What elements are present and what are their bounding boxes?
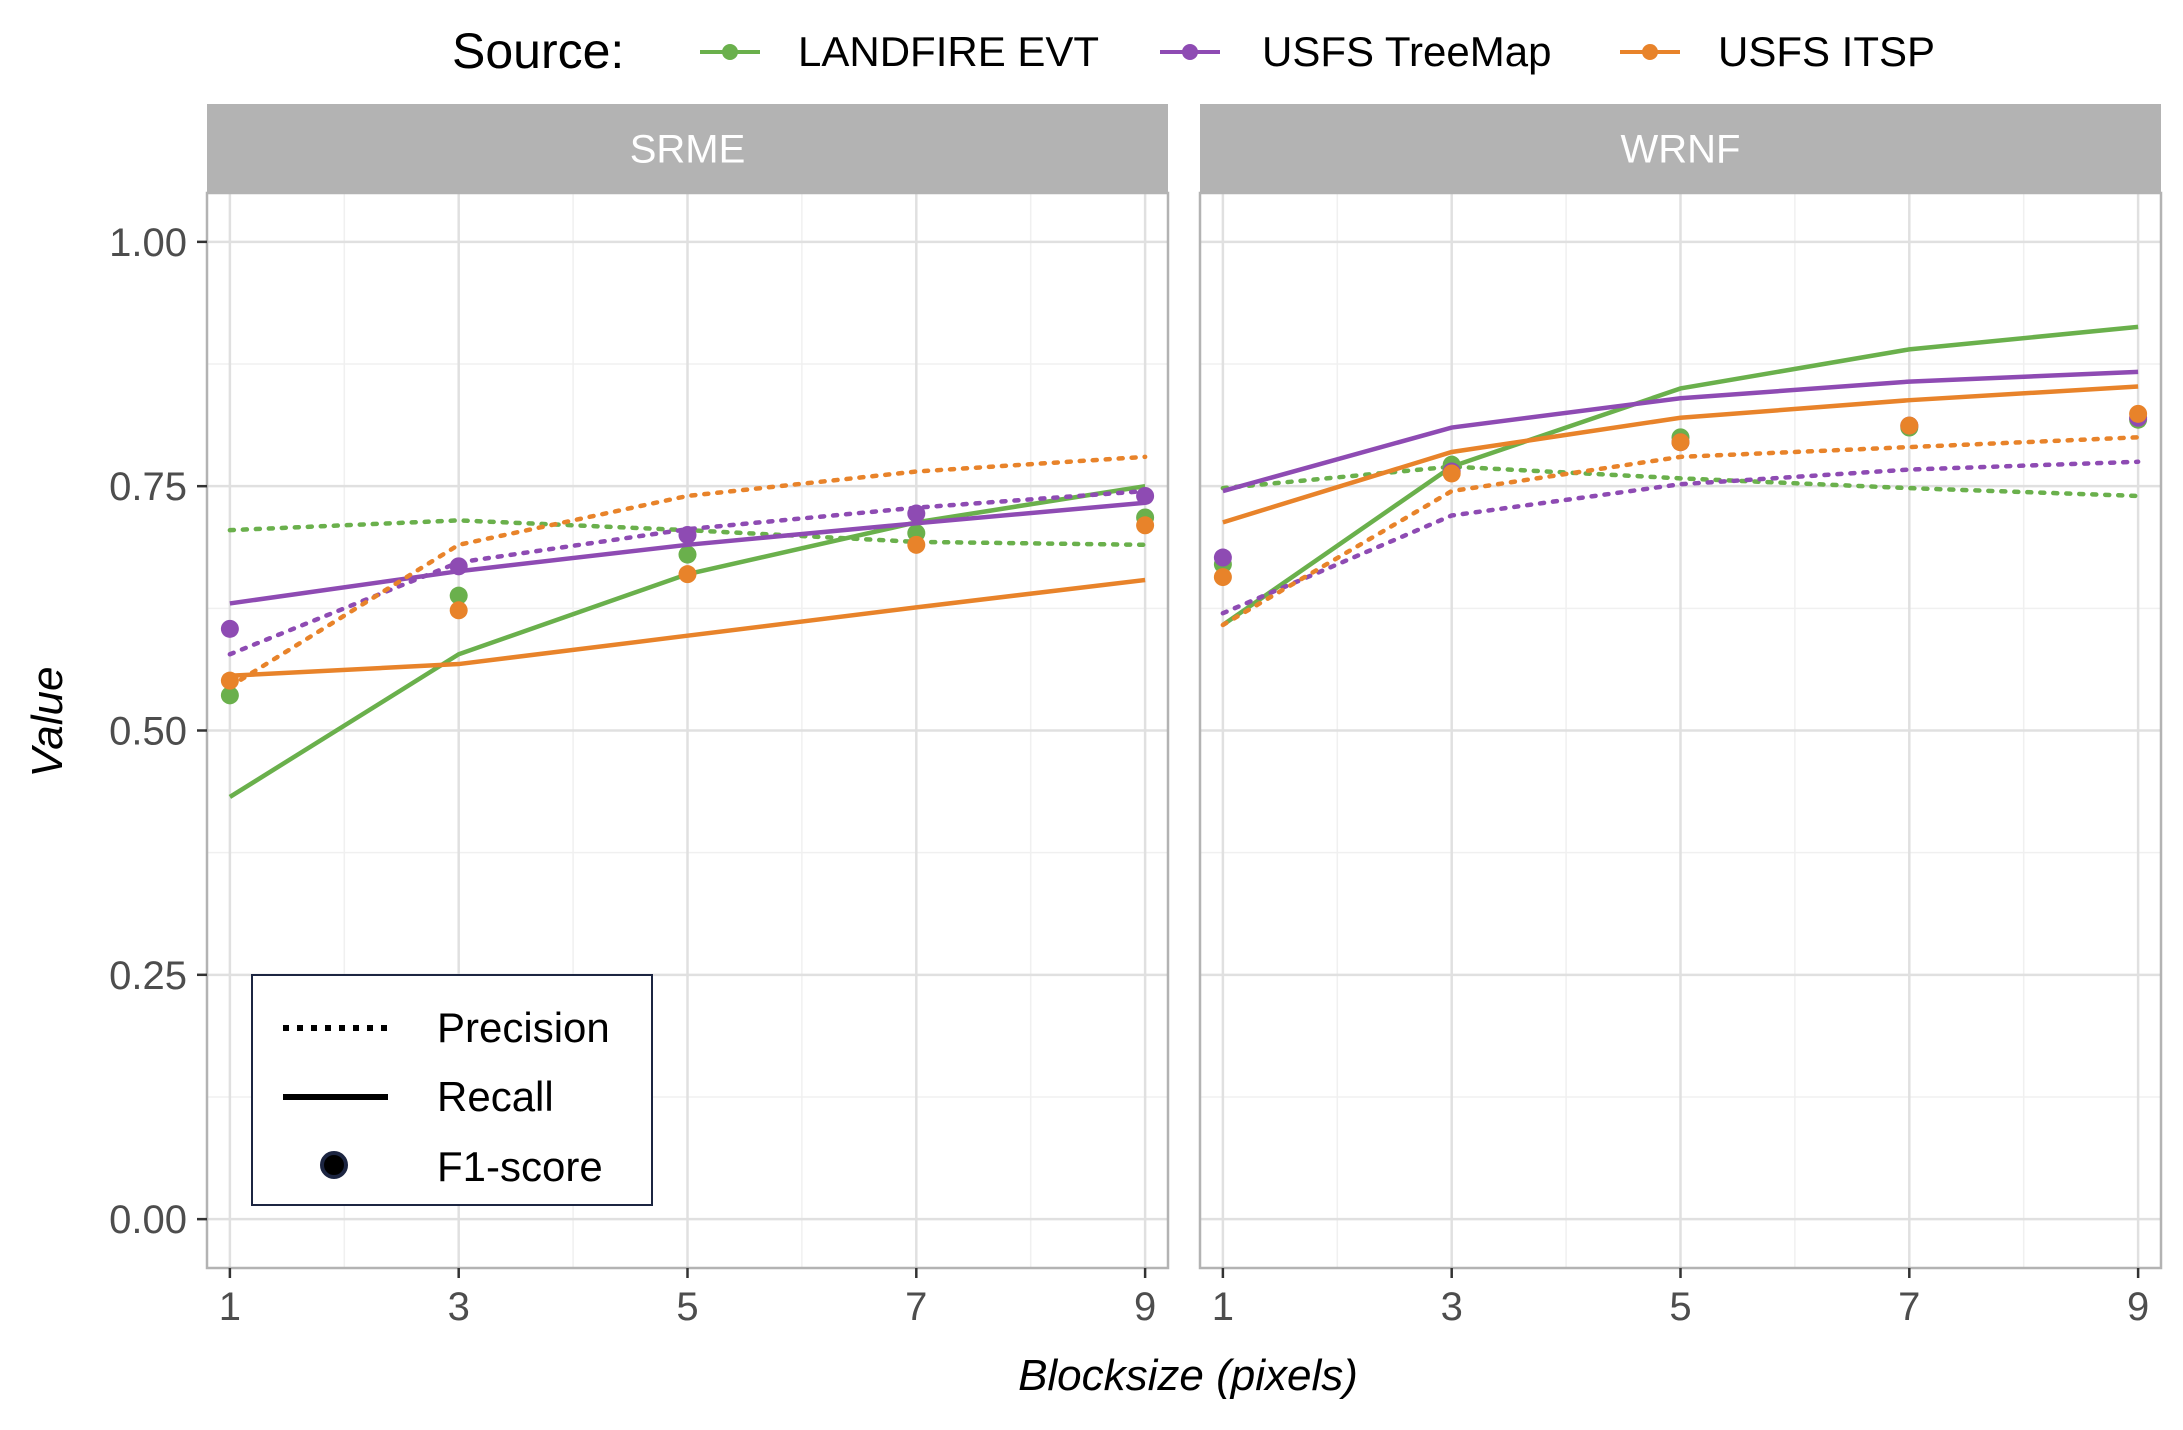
panel-wrnf: WRNF 1 3 5 7 9 (1198, 104, 2163, 1329)
x-tick-label: 3 (448, 1285, 470, 1329)
recall-line-srme-1 (229, 500, 1146, 606)
f1-point-wrnf-2-2 (1671, 433, 1690, 452)
y-axis-title: Value (23, 667, 72, 778)
f1-point-srme-2-4 (1136, 516, 1155, 535)
legend-key-f1 (320, 1151, 348, 1179)
x-tick-label: 3 (1441, 1285, 1463, 1329)
legend-top-entry-2: USFS ITSP (1620, 28, 1935, 75)
precision-line-srme-2 (227, 454, 1148, 689)
legend-top-key-point-0 (722, 44, 738, 60)
f1-point-srme-2-1 (449, 601, 468, 620)
f1-point-srme-1-4 (1136, 486, 1155, 505)
f1-point-srme-0-2 (678, 545, 697, 564)
f1-point-wrnf-2-4 (2129, 404, 2148, 423)
f1-point-srme-1-0 (220, 619, 239, 638)
x-tick-label: 7 (1898, 1285, 1920, 1329)
precision-line-srme-1 (227, 488, 1148, 657)
strip-bg-srme (207, 104, 1168, 193)
legend-top-label-2: USFS ITSP (1718, 28, 1935, 75)
legend-top-title: Source: (452, 23, 624, 79)
strip-label-wrnf: WRNF (1621, 128, 1741, 172)
f1-point-srme-2-0 (220, 671, 239, 690)
legend-top-label-1: USFS TreeMap (1262, 28, 1551, 75)
legend-metrics: Precision Recall F1-score (251, 974, 653, 1206)
x-axis-title: Blocksize (pixels) (1018, 1351, 1358, 1400)
legend-metrics-box (251, 974, 653, 1206)
x-tick-label: 9 (2127, 1285, 2149, 1329)
precision-line-wrnf-2 (1220, 435, 2141, 628)
f1-point-wrnf-2-0 (1213, 568, 1232, 587)
f1-point-srme-2-3 (907, 535, 926, 554)
y-tick-label: 1.00 (109, 221, 187, 265)
x-tick-label: 1 (1212, 1285, 1234, 1329)
recall-line-wrnf-2 (1222, 384, 2139, 525)
precision-line-wrnf-0 (1220, 464, 2141, 499)
legend-top-entry-0: LANDFIRE EVT (700, 28, 1099, 75)
y-tick-label: 0.00 (109, 1198, 187, 1242)
recall-line-wrnf-1 (1222, 369, 2139, 494)
x-tick-label: 1 (219, 1285, 241, 1329)
precision-line-wrnf-1 (1220, 459, 2141, 616)
legend-top-entry-1: USFS TreeMap (1160, 28, 1551, 75)
strip-label-srme: SRME (630, 128, 746, 172)
f1-point-srme-0-0 (220, 686, 239, 705)
recall-line-srme-2 (229, 577, 1146, 679)
f1-point-srme-2-2 (678, 565, 697, 584)
f1-point-srme-1-3 (907, 504, 926, 523)
f1-point-wrnf-2-3 (1900, 416, 1919, 435)
f1-point-srme-1-1 (449, 557, 468, 576)
strip-bg-wrnf (1200, 104, 2161, 193)
recall-line-wrnf-0 (1221, 324, 2139, 627)
y-tick-label: 0.50 (109, 710, 187, 754)
f1-point-wrnf-2-1 (1442, 464, 1461, 483)
legend-top-key-point-2 (1642, 44, 1658, 60)
legend-top-key-point-1 (1182, 44, 1198, 60)
legend-label-f1: F1-score (437, 1143, 603, 1190)
f1-point-srme-0-1 (449, 586, 468, 605)
x-tick-label: 5 (1669, 1285, 1691, 1329)
legend-top: Source: LANDFIRE EVT USFS TreeMap USFS I… (452, 23, 1935, 79)
legend-label-precision: Precision (437, 1004, 610, 1051)
x-tick-label: 7 (905, 1285, 927, 1329)
f1-point-wrnf-1-0 (1213, 548, 1232, 567)
y-tick-label: 0.75 (109, 465, 187, 509)
x-tick-label: 5 (676, 1285, 698, 1329)
legend-top-label-0: LANDFIRE EVT (798, 28, 1099, 75)
y-tick-label: 0.25 (109, 954, 187, 998)
f1-point-srme-1-2 (678, 526, 697, 545)
legend-label-recall: Recall (437, 1073, 554, 1120)
x-tick-label: 9 (1134, 1285, 1156, 1329)
